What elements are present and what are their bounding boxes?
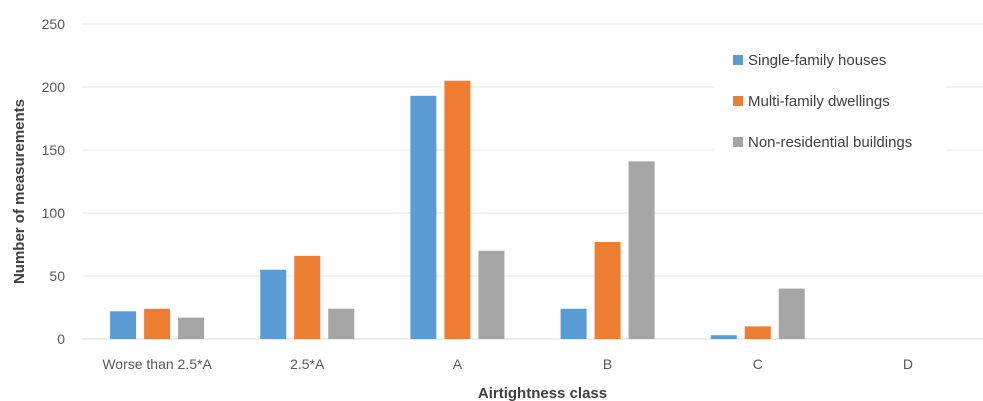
bar-single-family-houses-0: [110, 311, 137, 339]
y-tick-label: 0: [57, 331, 65, 347]
x-tick-label: D: [903, 356, 913, 372]
legend-label: Non-residential buildings: [748, 134, 912, 151]
bar-multi-family-dwellings-1: [294, 255, 321, 339]
bar-multi-family-dwellings-4: [744, 326, 771, 339]
bar-multi-family-dwellings-2: [444, 80, 471, 339]
y-tick-label: 100: [42, 205, 66, 221]
bar-single-family-houses-3: [560, 308, 587, 339]
bar-single-family-houses-2: [410, 95, 437, 339]
bar-multi-family-dwellings-3: [594, 241, 621, 339]
bar-non-residential-buildings-3: [628, 161, 655, 339]
legend-label: Single-family houses: [748, 52, 886, 69]
bar-multi-family-dwellings-0: [144, 308, 171, 339]
bar-single-family-houses-4: [710, 335, 737, 339]
bars: [110, 80, 805, 339]
x-tick-label: A: [453, 356, 463, 372]
x-tick-label: B: [603, 356, 612, 372]
legend: Single-family houses Multi-family dwellin…: [714, 40, 946, 158]
bar-non-residential-buildings-2: [478, 250, 505, 339]
bar-single-family-houses-1: [260, 269, 287, 339]
x-tick-label: C: [753, 356, 763, 372]
axes: 0 50 100 150 200 250 Worse than 2.5*A 2.5*A A B C D: [42, 16, 913, 372]
legend-swatch: [733, 55, 743, 65]
y-tick-label: 200: [42, 79, 66, 95]
legend-swatch: [733, 96, 743, 106]
gridlines: [82, 23, 983, 340]
x-tick-label: 2.5*A: [290, 356, 325, 372]
x-axis-title: Airtightness class: [478, 385, 607, 401]
x-tick-label: Worse than 2.5*A: [102, 356, 212, 372]
y-tick-label: 150: [42, 142, 66, 158]
y-tick-label: 250: [42, 16, 66, 32]
legend-background: [714, 40, 946, 158]
legend-swatch: [733, 137, 743, 147]
bar-non-residential-buildings-4: [778, 288, 805, 339]
bar-non-residential-buildings-0: [178, 317, 205, 339]
bar-non-residential-buildings-1: [328, 308, 355, 339]
y-axis-title: Number of measurements: [11, 99, 28, 284]
y-tick-label: 50: [49, 268, 65, 284]
legend-label: Multi-family dwellings: [748, 93, 890, 110]
